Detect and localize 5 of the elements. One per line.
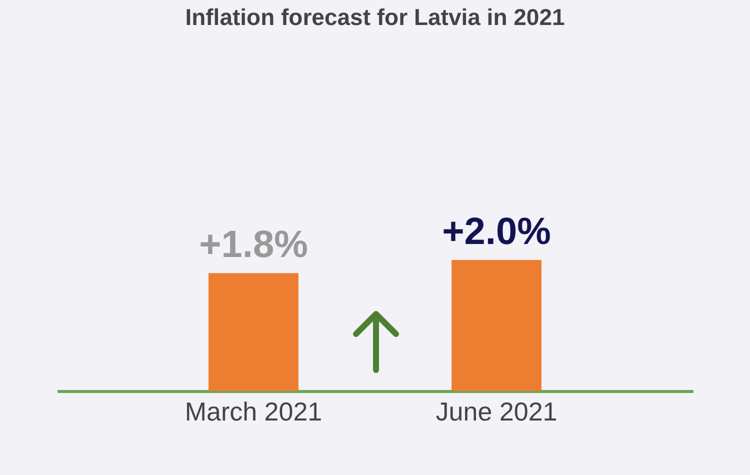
x-tick-label: March 2021 [184, 396, 322, 426]
chart-title: Inflation forecast for Latvia in 2021 [185, 4, 566, 30]
x-tick-label: June 2021 [436, 396, 558, 426]
data-label: +1.8% [199, 224, 308, 266]
data-label: +2.0% [442, 211, 551, 253]
